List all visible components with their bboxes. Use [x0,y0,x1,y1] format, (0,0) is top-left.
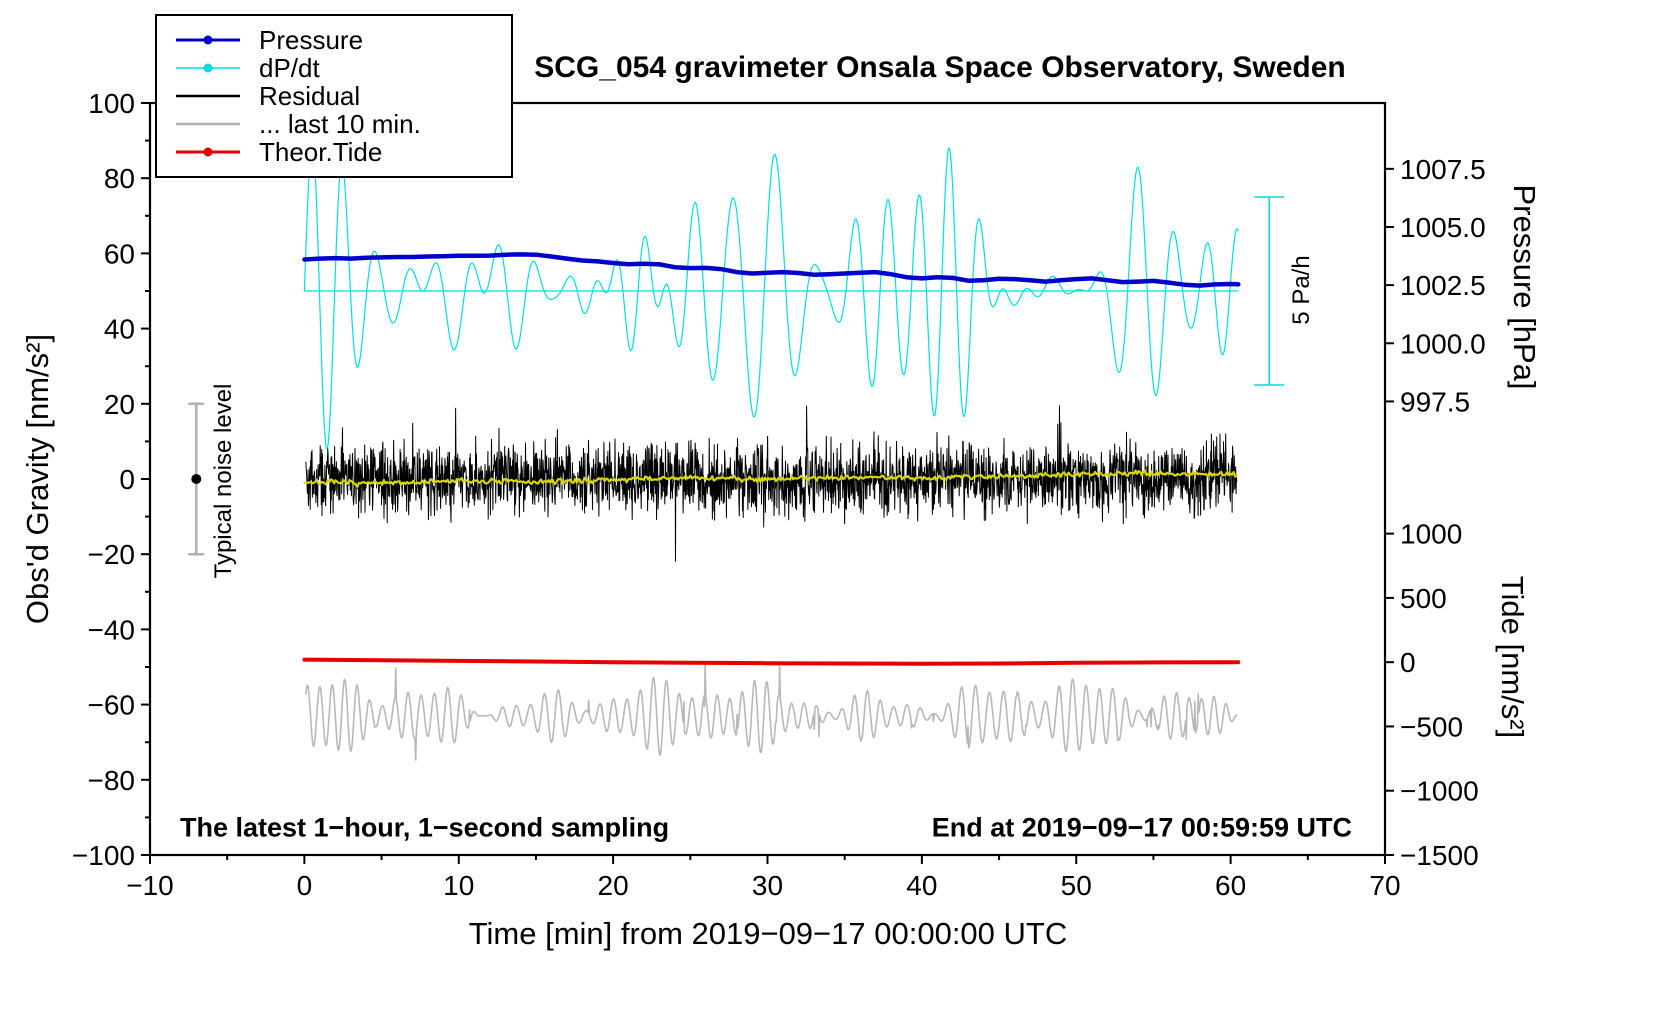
legend-label: Residual [259,80,361,111]
sampling-note: The latest 1−hour, 1−second sampling [180,812,670,843]
tick-label: −500 [1400,711,1463,742]
noise-level-label: Typical noise level [210,383,237,579]
tick-label: −10 [126,870,174,901]
legend-line-swatch [176,63,240,73]
tick-label: 1005.0 [1400,212,1486,243]
axes: −10 0 10 20 30 40 50 60 70−100−80−60−40−20020406… [72,88,1486,901]
left-y-axis-label: Obs'd Gravity [nm/s²] [20,333,55,625]
series-residual [305,405,1238,562]
legend-label: Pressure [259,24,364,55]
legend-line-swatch [176,122,240,126]
tick-label: 40 [104,314,135,345]
tick-label: −80 [88,765,136,796]
legend-box: Pressure dP/dt Residual... last 10 min. The… [155,14,513,178]
series--last-10-min- [305,663,1238,761]
tick-label: 10 [443,870,474,901]
legend-item: dP/dt [173,52,511,83]
tick-label: 0 [1400,647,1416,678]
legend-item: Pressure [173,24,511,55]
series-dp-dt [303,142,1239,450]
legend-item: ... last 10 min. [173,108,511,139]
chart-title: SCG_054 gravimeter Onsala Space Observat… [534,51,1346,84]
tick-label: 30 [752,870,783,901]
tick-label: 100 [88,88,135,119]
tick-label: 60 [104,238,135,269]
tick-label: −20 [88,539,136,570]
legend-label: dP/dt [259,52,320,83]
series-group [302,142,1241,761]
tick-label: 70 [1369,870,1400,901]
tide-axis-label: Tide [nm/s²] [1495,575,1530,739]
tick-label: 0 [119,464,135,495]
tick-label: 50 [1061,870,1092,901]
series-theor-tide [302,657,1241,666]
tick-label: 40 [906,870,937,901]
x-axis-label: Time [min] from 2019−09−17 00:00:00 UTC [468,916,1068,951]
tick-label: 1007.5 [1400,154,1486,185]
tick-label: 0 [297,870,313,901]
tick-label: 20 [598,870,629,901]
pressure-scale-bar [1254,196,1285,386]
tick-label: −1000 [1400,776,1479,807]
tick-label: 1000.0 [1400,328,1486,359]
tick-label: 80 [104,163,135,194]
tick-label: 500 [1400,583,1447,614]
legend-item: Residual [173,80,511,111]
legend-label: ... last 10 min. [259,108,421,139]
scale-bar-label: 5 Pa/h [1288,255,1315,325]
noise-level-bar [188,402,205,556]
tick-label: 1000 [1400,519,1462,550]
tick-label: 60 [1215,870,1246,901]
legend-line-swatch [176,147,240,157]
tick-label: 20 [104,389,135,420]
series-pressure [302,252,1241,288]
pressure-axis-label: Pressure [hPa] [1507,184,1542,390]
legend-label: Theor.Tide [259,136,383,167]
tick-label: −60 [88,690,136,721]
tick-label: −40 [88,614,136,645]
tick-label: 997.5 [1400,386,1470,417]
noise-level-dot [191,474,202,484]
end-time-note: End at 2019−09−17 00:59:59 UTC [931,812,1352,843]
tick-label: −100 [72,840,135,871]
series-residual-smoothed [303,469,1238,488]
legend-line-swatch [176,94,240,98]
tick-label: 1002.5 [1400,270,1486,301]
tick-label: −1500 [1400,840,1479,871]
legend-item: Theor.Tide [173,136,511,167]
legend-line-swatch [176,35,240,45]
